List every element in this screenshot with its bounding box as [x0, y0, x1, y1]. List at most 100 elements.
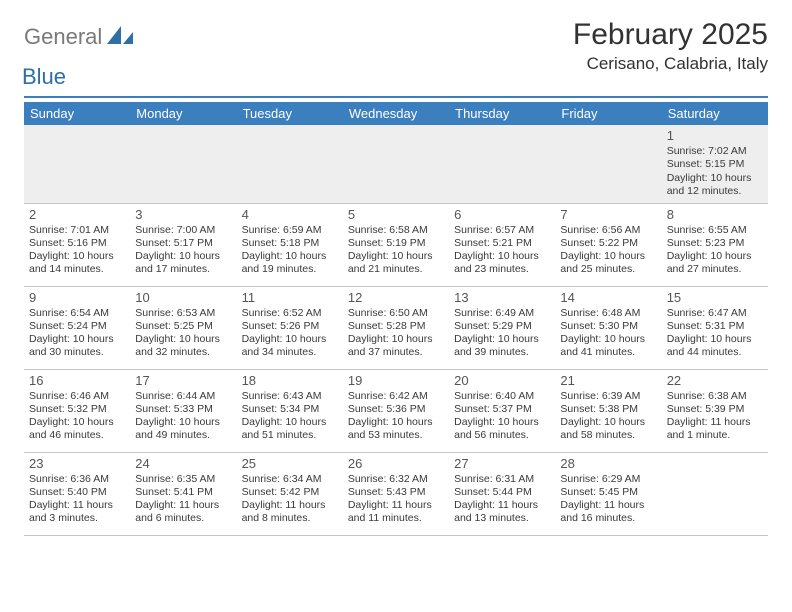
day-number: 15 — [667, 290, 763, 306]
daylight-text: and 51 minutes. — [242, 429, 338, 442]
header-rule — [24, 96, 768, 98]
day-number: 18 — [242, 373, 338, 389]
daylight-text: Daylight: 10 hours — [242, 333, 338, 346]
daylight-text: and 3 minutes. — [29, 512, 125, 525]
day-cell: 3Sunrise: 7:00 AMSunset: 5:17 PMDaylight… — [130, 204, 236, 286]
day-number: 3 — [135, 207, 231, 223]
sunrise-text: Sunrise: 6:58 AM — [348, 224, 444, 237]
sunset-text: Sunset: 5:18 PM — [242, 237, 338, 250]
sunset-text: Sunset: 5:22 PM — [560, 237, 656, 250]
sunset-text: Sunset: 5:16 PM — [29, 237, 125, 250]
sunset-text: Sunset: 5:29 PM — [454, 320, 550, 333]
sunrise-text: Sunrise: 6:54 AM — [29, 307, 125, 320]
day-number: 11 — [242, 290, 338, 306]
sunrise-text: Sunrise: 6:59 AM — [242, 224, 338, 237]
day-cell — [555, 125, 661, 203]
daylight-text: Daylight: 10 hours — [667, 172, 763, 185]
sunrise-text: Sunrise: 6:55 AM — [667, 224, 763, 237]
sunset-text: Sunset: 5:25 PM — [135, 320, 231, 333]
daylight-text: and 34 minutes. — [242, 346, 338, 359]
day-cell: 21Sunrise: 6:39 AMSunset: 5:38 PMDayligh… — [555, 370, 661, 452]
week-row: 16Sunrise: 6:46 AMSunset: 5:32 PMDayligh… — [24, 370, 768, 453]
logo-general-text: General — [24, 24, 102, 49]
day-number: 14 — [560, 290, 656, 306]
day-number: 7 — [560, 207, 656, 223]
daylight-text: and 53 minutes. — [348, 429, 444, 442]
daylight-text: Daylight: 11 hours — [29, 499, 125, 512]
day-cell: 6Sunrise: 6:57 AMSunset: 5:21 PMDaylight… — [449, 204, 555, 286]
day-number: 8 — [667, 207, 763, 223]
dayhead-wed: Wednesday — [343, 102, 449, 125]
header-row: General Blue February 2025 Cerisano, Cal… — [24, 18, 768, 90]
day-cell: 26Sunrise: 6:32 AMSunset: 5:43 PMDayligh… — [343, 453, 449, 535]
sunrise-text: Sunrise: 6:34 AM — [242, 473, 338, 486]
day-cell: 22Sunrise: 6:38 AMSunset: 5:39 PMDayligh… — [662, 370, 768, 452]
sunset-text: Sunset: 5:15 PM — [667, 158, 763, 171]
calendar-page: General Blue February 2025 Cerisano, Cal… — [0, 0, 792, 612]
daylight-text: Daylight: 11 hours — [135, 499, 231, 512]
sunset-text: Sunset: 5:40 PM — [29, 486, 125, 499]
day-cell: 16Sunrise: 6:46 AMSunset: 5:32 PMDayligh… — [24, 370, 130, 452]
daylight-text: Daylight: 10 hours — [135, 333, 231, 346]
sunrise-text: Sunrise: 6:29 AM — [560, 473, 656, 486]
day-cell: 4Sunrise: 6:59 AMSunset: 5:18 PMDaylight… — [237, 204, 343, 286]
sunset-text: Sunset: 5:23 PM — [667, 237, 763, 250]
sunrise-text: Sunrise: 7:01 AM — [29, 224, 125, 237]
daylight-text: and 12 minutes. — [667, 185, 763, 198]
daylight-text: Daylight: 10 hours — [29, 250, 125, 263]
sunset-text: Sunset: 5:39 PM — [667, 403, 763, 416]
sunset-text: Sunset: 5:42 PM — [242, 486, 338, 499]
day-cell: 25Sunrise: 6:34 AMSunset: 5:42 PMDayligh… — [237, 453, 343, 535]
day-cell: 24Sunrise: 6:35 AMSunset: 5:41 PMDayligh… — [130, 453, 236, 535]
logo-text-block: General Blue — [24, 24, 133, 90]
sunset-text: Sunset: 5:44 PM — [454, 486, 550, 499]
day-cell: 13Sunrise: 6:49 AMSunset: 5:29 PMDayligh… — [449, 287, 555, 369]
sunrise-text: Sunrise: 7:00 AM — [135, 224, 231, 237]
day-number: 24 — [135, 456, 231, 472]
day-cell: 7Sunrise: 6:56 AMSunset: 5:22 PMDaylight… — [555, 204, 661, 286]
logo-blue-text: Blue — [22, 64, 133, 90]
day-header-row: Sunday Monday Tuesday Wednesday Thursday… — [24, 102, 768, 125]
week-row: 2Sunrise: 7:01 AMSunset: 5:16 PMDaylight… — [24, 204, 768, 287]
daylight-text: and 46 minutes. — [29, 429, 125, 442]
day-cell: 27Sunrise: 6:31 AMSunset: 5:44 PMDayligh… — [449, 453, 555, 535]
sunset-text: Sunset: 5:31 PM — [667, 320, 763, 333]
daylight-text: and 32 minutes. — [135, 346, 231, 359]
day-cell: 20Sunrise: 6:40 AMSunset: 5:37 PMDayligh… — [449, 370, 555, 452]
day-number: 28 — [560, 456, 656, 472]
sunrise-text: Sunrise: 7:02 AM — [667, 145, 763, 158]
day-number: 1 — [667, 128, 763, 144]
dayhead-sun: Sunday — [24, 102, 130, 125]
day-number: 17 — [135, 373, 231, 389]
day-number: 22 — [667, 373, 763, 389]
daylight-text: Daylight: 10 hours — [454, 416, 550, 429]
daylight-text: and 39 minutes. — [454, 346, 550, 359]
day-number: 21 — [560, 373, 656, 389]
daylight-text: Daylight: 10 hours — [667, 333, 763, 346]
day-cell — [130, 125, 236, 203]
sunset-text: Sunset: 5:26 PM — [242, 320, 338, 333]
day-cell: 8Sunrise: 6:55 AMSunset: 5:23 PMDaylight… — [662, 204, 768, 286]
daylight-text: and 6 minutes. — [135, 512, 231, 525]
day-number: 10 — [135, 290, 231, 306]
daylight-text: Daylight: 10 hours — [560, 416, 656, 429]
day-cell: 17Sunrise: 6:44 AMSunset: 5:33 PMDayligh… — [130, 370, 236, 452]
daylight-text: Daylight: 11 hours — [560, 499, 656, 512]
daylight-text: and 37 minutes. — [348, 346, 444, 359]
sunrise-text: Sunrise: 6:38 AM — [667, 390, 763, 403]
sunrise-text: Sunrise: 6:31 AM — [454, 473, 550, 486]
day-number: 27 — [454, 456, 550, 472]
day-cell — [24, 125, 130, 203]
day-cell: 10Sunrise: 6:53 AMSunset: 5:25 PMDayligh… — [130, 287, 236, 369]
daylight-text: and 25 minutes. — [560, 263, 656, 276]
daylight-text: and 14 minutes. — [29, 263, 125, 276]
daylight-text: Daylight: 10 hours — [242, 416, 338, 429]
day-cell: 15Sunrise: 6:47 AMSunset: 5:31 PMDayligh… — [662, 287, 768, 369]
daylight-text: and 58 minutes. — [560, 429, 656, 442]
sunset-text: Sunset: 5:21 PM — [454, 237, 550, 250]
day-cell: 9Sunrise: 6:54 AMSunset: 5:24 PMDaylight… — [24, 287, 130, 369]
sunrise-text: Sunrise: 6:49 AM — [454, 307, 550, 320]
dayhead-mon: Monday — [130, 102, 236, 125]
day-cell — [237, 125, 343, 203]
daylight-text: Daylight: 10 hours — [135, 250, 231, 263]
